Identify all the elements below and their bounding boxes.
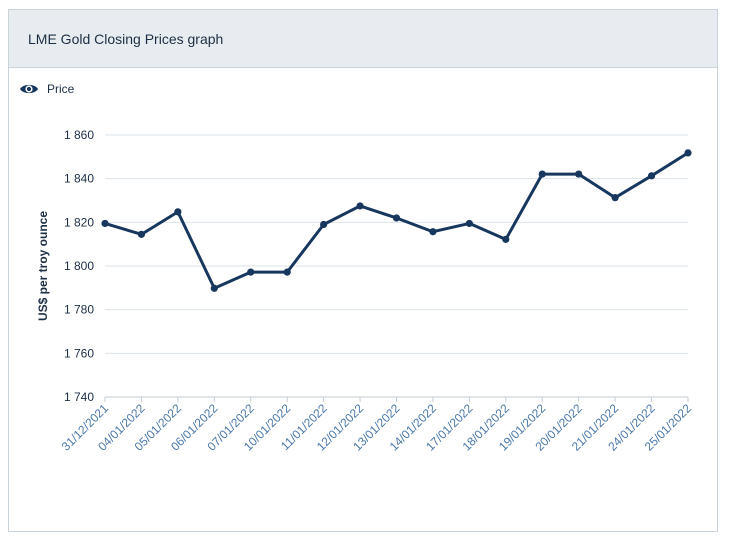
y-tick-label: 1 860	[64, 128, 94, 142]
data-point	[611, 194, 619, 202]
y-tick-label: 1 820	[64, 215, 94, 229]
data-point	[647, 172, 656, 180]
card-header: LME Gold Closing Prices graph	[9, 10, 717, 68]
data-point	[538, 170, 546, 178]
y-tick-label: 1 760	[64, 346, 94, 360]
y-tick-label: 1 780	[64, 303, 94, 317]
data-point	[174, 208, 182, 216]
data-point	[575, 170, 583, 178]
data-point	[137, 230, 146, 238]
y-tick-label: 1 800	[64, 259, 94, 273]
legend-item-price[interactable]: Price	[19, 82, 74, 96]
y-tick-label: 1 740	[64, 390, 94, 404]
chart-title: LME Gold Closing Prices graph	[28, 30, 224, 47]
data-point	[465, 219, 473, 228]
data-point	[392, 214, 401, 222]
y-tick-label: 1 840	[64, 172, 94, 186]
data-point	[356, 202, 364, 210]
data-point	[101, 219, 109, 228]
data-point	[320, 220, 328, 229]
data-point	[210, 284, 218, 292]
data-point	[283, 268, 291, 276]
eye-icon	[20, 84, 38, 94]
data-point	[502, 235, 510, 243]
legend-label: Price	[47, 82, 75, 96]
chart-card: LME Gold Closing Prices graph	[8, 9, 718, 532]
data-point	[247, 268, 255, 276]
y-axis-label: US$ per troy ounce	[36, 211, 50, 321]
data-point	[429, 228, 437, 236]
data-point	[684, 149, 692, 157]
